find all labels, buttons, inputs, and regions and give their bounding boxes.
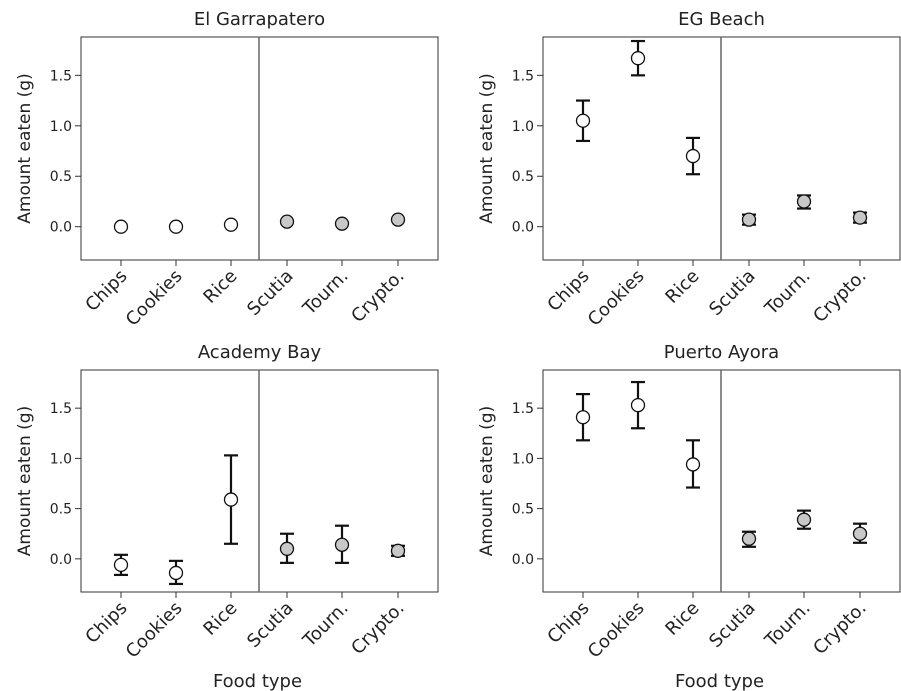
x-tick-label: Tourn.	[760, 266, 814, 320]
data-point	[741, 212, 757, 227]
panel-3: Academy Bay Amount eaten (g) 0.0 0.5 1.0 1.5 C…	[15, 342, 439, 691]
x-tick-label: Scutia	[705, 598, 759, 652]
x-tick-label: Tourn.	[298, 266, 352, 320]
panel-title: El Garrapatero	[194, 9, 325, 30]
x-tick-label: Chips	[81, 266, 131, 316]
data-point	[630, 51, 646, 66]
data-point	[279, 541, 295, 556]
x-tick-label: Rice	[661, 266, 703, 308]
x-tick-label: Cookies	[584, 598, 649, 663]
y-tick-label: 0.0	[50, 552, 72, 568]
x-tick-label: Scutia	[243, 598, 297, 652]
x-tick-label: Crypto.	[809, 598, 870, 659]
y-tick-label: 0.5	[512, 169, 534, 185]
x-tick-label: Chips	[81, 598, 131, 648]
x-tick-label: Cookies	[122, 266, 187, 331]
y-axis-label: Amount eaten (g)	[477, 73, 497, 223]
panel-title: EG Beach	[678, 9, 765, 30]
x-tick-label: Scutia	[705, 266, 759, 320]
data-point	[223, 492, 239, 507]
x-tick-label: Rice	[199, 598, 241, 640]
x-tick-label: Tourn.	[298, 598, 352, 652]
panel-title: Puerto Ayora	[664, 342, 779, 363]
data-point	[223, 217, 239, 232]
x-tick-label: Rice	[661, 598, 703, 640]
x-tick-label: Rice	[199, 266, 241, 308]
y-axis-label: Amount eaten (g)	[15, 406, 35, 556]
panel-2: EG Beach Amount eaten (g) 0.0 0.5 1.0 1.5 Chip…	[477, 9, 901, 331]
y-tick-label: 1.0	[512, 119, 534, 135]
x-tick-label: Scutia	[243, 266, 297, 320]
y-tick-label: 1.0	[50, 119, 72, 135]
y-axis-label: Amount eaten (g)	[477, 406, 497, 556]
data-point	[575, 113, 591, 128]
x-tick-label: Cookies	[584, 266, 649, 331]
data-point	[741, 531, 757, 546]
x-tick-label: Chips	[543, 266, 593, 316]
data-point	[279, 214, 295, 229]
data-point	[113, 219, 129, 234]
data-point	[852, 210, 868, 225]
x-tick-label: Crypto.	[809, 266, 870, 327]
panel-4: Puerto Ayora Amount eaten (g) 0.0 0.5 1.0 1.5…	[477, 342, 901, 691]
y-tick-label: 0.0	[50, 220, 72, 236]
x-tick-label: Crypto.	[347, 598, 408, 659]
data-point	[575, 410, 591, 425]
y-tick-label: 0.5	[50, 169, 72, 185]
y-tick-label: 0.0	[512, 220, 534, 236]
data-point	[685, 148, 701, 164]
x-axis-label: Food type	[213, 671, 302, 691]
x-tick-label: Cookies	[122, 598, 187, 663]
y-tick-label: 0.0	[512, 552, 534, 568]
y-tick-label: 1.5	[50, 68, 72, 84]
data-point	[796, 194, 812, 209]
data-point	[390, 212, 406, 227]
y-tick-label: 1.5	[512, 68, 534, 84]
y-tick-label: 1.0	[512, 451, 534, 467]
data-point	[630, 398, 646, 413]
panel-title: Academy Bay	[198, 342, 322, 363]
data-point	[334, 537, 350, 552]
y-tick-label: 0.5	[50, 502, 72, 518]
x-tick-label: Chips	[543, 598, 593, 648]
data-point	[334, 216, 350, 231]
x-axis-label: Food type	[675, 671, 764, 691]
y-tick-label: 0.5	[512, 502, 534, 518]
data-point	[852, 526, 868, 541]
panel-1: El Garrapatero Amount eaten (g) 0.0 0.5 1.0 1…	[15, 9, 439, 331]
y-axis-label: Amount eaten (g)	[15, 73, 35, 223]
data-point	[390, 543, 406, 558]
x-tick-label: Tourn.	[760, 598, 814, 652]
data-point	[168, 565, 184, 581]
y-tick-label: 1.0	[50, 451, 72, 467]
data-point	[168, 219, 184, 234]
data-point	[796, 512, 812, 527]
y-tick-label: 1.5	[50, 401, 72, 417]
y-tick-label: 1.5	[512, 401, 534, 417]
x-tick-label: Crypto.	[347, 266, 408, 327]
data-point	[685, 457, 701, 472]
data-point	[113, 557, 129, 573]
